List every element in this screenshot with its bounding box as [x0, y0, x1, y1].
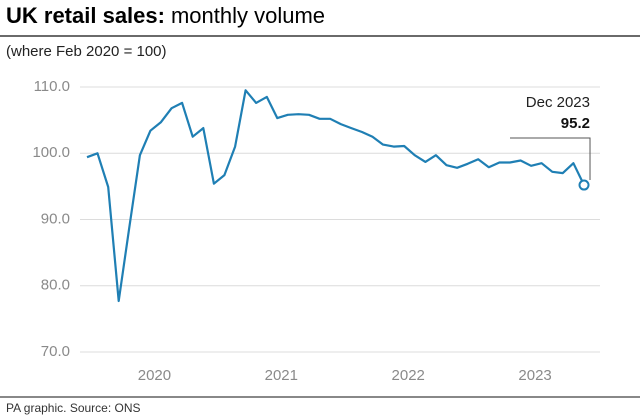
title-detail: monthly volume: [171, 3, 325, 28]
y-tick-label: 90.0: [41, 210, 70, 227]
y-tick-label: 80.0: [41, 277, 70, 294]
annotation-leader: [510, 137, 591, 181]
x-tick-label: 2021: [265, 367, 298, 384]
series-line: [86, 89, 585, 303]
y-tick-label: 70.0: [41, 343, 70, 360]
annotation-date: Dec 2023: [526, 94, 590, 111]
subtitle: (where Feb 2020 = 100): [6, 43, 167, 60]
chart-title: UK retail sales: monthly volume: [6, 3, 325, 28]
y-tick-label: 100.0: [32, 144, 70, 161]
end-marker: [578, 179, 590, 191]
x-tick-label: 2023: [518, 367, 551, 384]
title-bold: UK retail sales:: [6, 3, 165, 28]
y-tick-label: 110.0: [34, 78, 70, 95]
x-tick-label: 2022: [392, 367, 425, 384]
annotation-value: 95.2: [561, 115, 590, 132]
source: PA graphic. Source: ONS: [6, 401, 141, 415]
x-tick-label: 2020: [138, 367, 171, 384]
